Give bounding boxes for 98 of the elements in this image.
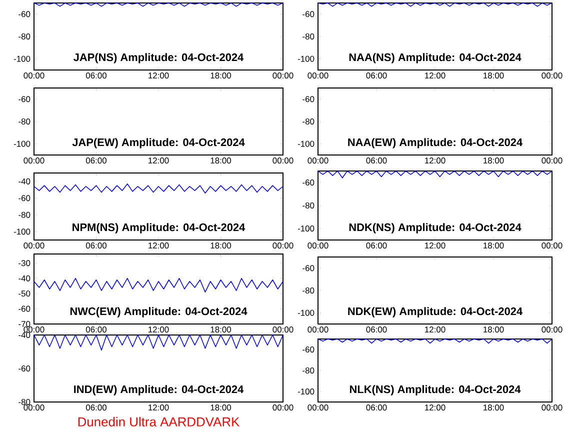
line-series bbox=[318, 170, 552, 178]
x-tick-label: 18:00 bbox=[210, 404, 232, 411]
x-tick-label: 18:00 bbox=[210, 72, 232, 79]
x-tick-label: 06:00 bbox=[366, 326, 387, 333]
text: Dunedin Ultra AARDDVARK bbox=[78, 416, 240, 426]
x-tick-label: 00:00 bbox=[542, 404, 562, 411]
x-tick-label: 12:00 bbox=[425, 72, 446, 79]
x-tick-label: 18:00 bbox=[210, 326, 232, 333]
y-tick-label: -100 bbox=[14, 56, 30, 62]
text: NAA(EW) Amplitude: 04-Oct-2024 bbox=[348, 138, 523, 148]
y-tick-label: -100 bbox=[298, 56, 314, 62]
x-tick-label: 06:00 bbox=[86, 404, 107, 411]
x-tick-label: 18:00 bbox=[484, 242, 504, 249]
text: IND(EW) Amplitude: 04-Oct-2024 bbox=[74, 385, 244, 396]
y-tick-label: -60 bbox=[18, 366, 30, 372]
x-tick-label: 00:00 bbox=[272, 158, 294, 164]
x-tick-label: 12:00 bbox=[425, 326, 446, 333]
x-tick-label: 18:00 bbox=[210, 242, 232, 249]
y-tick-label: -100 bbox=[14, 228, 30, 235]
x-tick-label: 06:00 bbox=[86, 158, 107, 164]
y-tick-label: -100 bbox=[298, 388, 314, 394]
y-tick-label: -60 bbox=[302, 346, 314, 352]
x-tick-label: 00:00 bbox=[272, 72, 294, 79]
y-tick-label: -60 bbox=[18, 11, 30, 18]
y-tick-label: -80 bbox=[18, 212, 30, 218]
text: NDK(EW) Amplitude: 04-Oct-2024 bbox=[348, 307, 523, 318]
y-tick-label: -80 bbox=[18, 34, 30, 40]
x-tick-label: 00:00 bbox=[24, 72, 44, 79]
y-tick-label: -60 bbox=[302, 96, 314, 102]
y-tick-label: -100 bbox=[298, 226, 314, 232]
x-tick-label: 06:00 bbox=[366, 72, 387, 79]
x-tick-label: 00:00 bbox=[272, 404, 294, 411]
x-tick-label: 00:00 bbox=[308, 326, 328, 333]
x-tick-label: 06:00 bbox=[86, 242, 107, 249]
x-tick-label: 00:00 bbox=[272, 242, 294, 249]
y-tick-label: -80 bbox=[302, 118, 314, 124]
y-tick-label: -100 bbox=[298, 140, 314, 147]
y-tick-label: -80 bbox=[18, 118, 30, 124]
x-tick-label: 00:00 bbox=[542, 158, 562, 164]
x-tick-label: 06:00 bbox=[366, 404, 387, 411]
x-tick-label: 00:00 bbox=[542, 72, 562, 79]
text: NLK(NS) Amplitude: 04-Oct-2024 bbox=[350, 385, 521, 396]
x-tick-label: 06:00 bbox=[366, 158, 387, 164]
y-tick-label: -40 bbox=[18, 332, 30, 338]
x-tick-label: 06:00 bbox=[366, 242, 387, 249]
x-tick-label: 00:00 bbox=[272, 326, 294, 333]
x-tick-label: 00:00 bbox=[542, 242, 562, 249]
x-tick-label: 06:00 bbox=[86, 326, 107, 333]
x-tick-label: 00:00 bbox=[308, 242, 328, 249]
y-tick-label: -80 bbox=[18, 399, 30, 405]
y-tick-label: -60 bbox=[18, 306, 30, 312]
text: JAP(EW) Amplitude: 04-Oct-2024 bbox=[72, 138, 245, 148]
y-tick-label: -60 bbox=[302, 11, 314, 18]
x-tick-label: 00:00 bbox=[308, 404, 328, 411]
line-series bbox=[34, 278, 284, 292]
y-tick-label: -60 bbox=[302, 265, 314, 272]
x-tick-label: 18:00 bbox=[484, 326, 504, 333]
x-tick-label: 12:00 bbox=[148, 326, 169, 333]
y-tick-label: -80 bbox=[302, 202, 314, 208]
x-tick-label: 12:00 bbox=[425, 404, 446, 411]
text: NPM(NS) Amplitude: 04-Oct-2024 bbox=[72, 223, 246, 234]
x-tick-label: 12:00 bbox=[425, 158, 446, 164]
x-tick-label: 18:00 bbox=[484, 158, 504, 164]
y-tick-label: -80 bbox=[302, 368, 314, 374]
y-tick-label: -100 bbox=[14, 140, 30, 147]
x-tick-label: 00:00 bbox=[24, 158, 44, 164]
x-tick-label: 12:00 bbox=[148, 404, 169, 411]
y-tick-label: -60 bbox=[18, 195, 30, 202]
x-tick-label: 06:00 bbox=[86, 72, 107, 79]
x-tick-label: 18:00 bbox=[484, 72, 504, 79]
x-tick-label: 00:00 bbox=[24, 242, 44, 249]
y-tick-label: -60 bbox=[302, 180, 314, 186]
y-tick-label: -50 bbox=[18, 290, 30, 297]
x-tick-label: 12:00 bbox=[148, 158, 169, 164]
y-tick-label: -100 bbox=[298, 310, 314, 316]
x-tick-label: 12:00 bbox=[148, 242, 169, 249]
x-tick-label: 00:00 bbox=[542, 326, 562, 333]
x-tick-label: 12:00 bbox=[148, 72, 169, 79]
y-tick-label: -70 bbox=[18, 321, 30, 327]
x-tick-label: 00:00 bbox=[308, 158, 328, 164]
y-tick-label: -60 bbox=[18, 96, 30, 102]
y-tick-label: -80 bbox=[302, 34, 314, 40]
text: NAA(NS) Amplitude: 04-Oct-2024 bbox=[349, 53, 522, 64]
y-tick-label: -80 bbox=[302, 288, 314, 294]
y-tick-label: -40 bbox=[18, 178, 30, 184]
y-tick-label: -30 bbox=[18, 260, 30, 266]
x-tick-label: 00:00 bbox=[24, 404, 44, 411]
x-tick-label: 00:00 bbox=[308, 72, 328, 79]
text: NDK(NS) Amplitude: 04-Oct-2024 bbox=[349, 223, 522, 234]
x-tick-label: 18:00 bbox=[484, 404, 504, 411]
text: JAP(NS) Amplitude: 04-Oct-2024 bbox=[74, 53, 244, 64]
line-series bbox=[34, 183, 283, 194]
x-tick-label: 18:00 bbox=[210, 158, 232, 164]
x-tick-label: 00:00 bbox=[24, 326, 44, 333]
x-tick-label: 12:00 bbox=[425, 242, 446, 249]
line-series bbox=[34, 335, 284, 350]
y-tick-label: -40 bbox=[18, 275, 30, 282]
text: NWC(EW) Amplitude: 04-Oct-2024 bbox=[70, 307, 248, 318]
